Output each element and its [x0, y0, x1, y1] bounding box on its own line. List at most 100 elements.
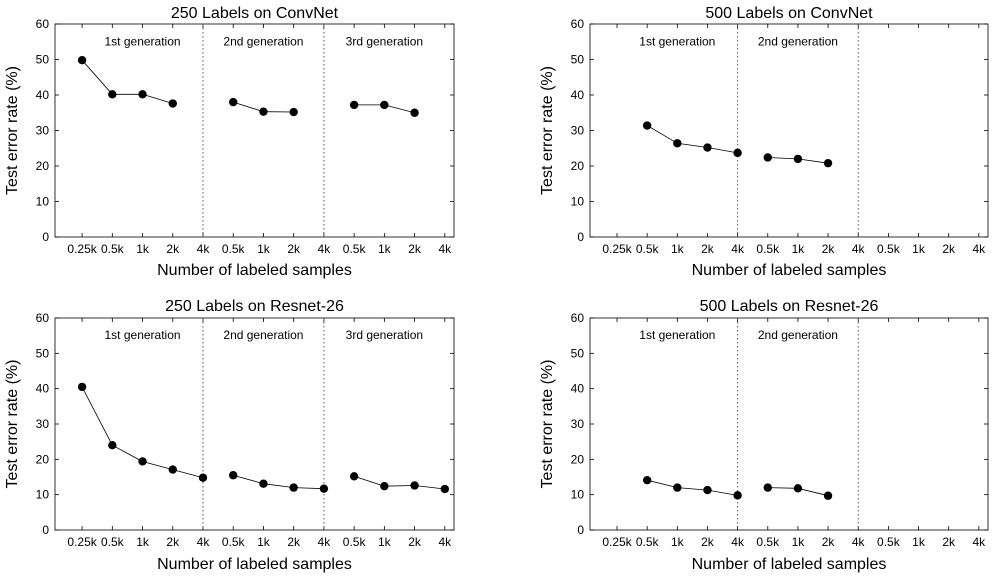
- data-point: [673, 483, 682, 492]
- x-tick-label: 0.5k: [756, 535, 780, 549]
- data-point: [259, 479, 268, 488]
- x-tick-label: 4k: [731, 242, 745, 256]
- y-tick-label: 0: [42, 523, 49, 537]
- generation-label: 1st generation: [639, 328, 715, 342]
- y-tick-label: 40: [36, 382, 50, 396]
- y-tick-label: 20: [571, 452, 585, 466]
- generation-label: 2nd generation: [223, 328, 303, 342]
- series-line: [647, 479, 738, 496]
- x-tick-label: 0.25k: [602, 242, 632, 256]
- x-tick-label: 2k: [822, 242, 836, 256]
- chart-panel-3: 500 Labels on Resnet-26 0 10 20 30 40 50 60 Test…: [539, 298, 989, 573]
- y-tick-label: 30: [36, 124, 50, 138]
- data-point: [229, 471, 238, 480]
- data-point: [823, 158, 833, 168]
- data-point: [138, 90, 147, 99]
- generation-label: 1st generation: [105, 34, 181, 48]
- x-tick-label: 1k: [257, 242, 271, 256]
- data-point: [703, 143, 712, 152]
- x-tick-label: 2k: [942, 535, 956, 549]
- series-line: [233, 474, 324, 490]
- y-axis-label: Test error rate (%): [4, 66, 21, 195]
- x-tick-label: 2k: [287, 242, 301, 256]
- generation-label: 2nd generation: [758, 328, 838, 342]
- data-point: [168, 465, 177, 474]
- x-tick-label: 0.5k: [222, 242, 246, 256]
- x-tick-label: 4k: [852, 535, 866, 549]
- chart-panel-0: 250 Labels on ConvNet 0 10 20 30 40 50 60 Test e…: [4, 5, 455, 279]
- plot-frame: [589, 23, 989, 238]
- generation-label: 3rd generation: [346, 328, 423, 342]
- plot-frame: [589, 317, 989, 531]
- x-tick-label: 2k: [408, 535, 422, 549]
- y-tick-label: 60: [571, 311, 585, 325]
- x-tick-label: 0.5k: [101, 242, 125, 256]
- y-tick-label: 10: [571, 488, 585, 502]
- data-point: [793, 154, 803, 164]
- x-tick-label: 4k: [197, 242, 211, 256]
- x-tick-label: 4k: [438, 535, 452, 549]
- x-tick-label: 2k: [701, 242, 715, 256]
- series-line: [353, 475, 445, 490]
- chart-panel-1: 500 Labels on ConvNet 0 10 20 30 40 50 60 Test e…: [539, 5, 989, 279]
- x-tick-label: 0.25k: [602, 535, 632, 549]
- y-tick-label: 40: [571, 382, 585, 396]
- x-tick-label: 1k: [792, 535, 806, 549]
- data-point: [380, 100, 389, 110]
- x-tick-label: 2k: [942, 242, 956, 256]
- y-tick-label: 20: [36, 159, 50, 173]
- y-tick-label: 20: [571, 159, 585, 173]
- data-point: [77, 382, 87, 392]
- plot-frame: [54, 317, 455, 531]
- data-point: [289, 107, 298, 117]
- x-tick-label: 2k: [822, 535, 836, 549]
- data-point: [319, 484, 329, 493]
- x-axis-label: Number of labeled samples: [157, 262, 352, 279]
- data-point: [380, 481, 389, 491]
- x-tick-label: 4k: [731, 535, 745, 549]
- x-tick-label: 2k: [287, 535, 301, 549]
- x-tick-label: 0.5k: [636, 242, 660, 256]
- data-point: [733, 491, 742, 500]
- y-axis-label: Test error rate (%): [539, 360, 556, 489]
- chart-title: 250 Labels on ConvNet: [171, 5, 339, 22]
- data-point: [289, 483, 298, 492]
- y-tick-label: 10: [36, 488, 50, 502]
- data-point: [703, 485, 712, 495]
- y-tick-label: 60: [36, 17, 50, 31]
- x-tick-label: 0.5k: [636, 535, 660, 549]
- x-tick-label: 4k: [197, 535, 211, 549]
- data-point: [108, 90, 117, 99]
- chart-title: 500 Labels on Resnet-26: [700, 298, 879, 315]
- x-tick-label: 1k: [136, 242, 150, 256]
- data-point: [793, 484, 803, 493]
- x-axis-label: Number of labeled samples: [692, 262, 887, 279]
- chart-panel-2: 250 Labels on Resnet-26 0 10 20 30 40 50 60 Test…: [4, 298, 455, 573]
- x-tick-label: 4k: [318, 242, 332, 256]
- x-axis-label: Number of labeled samples: [692, 556, 887, 573]
- y-axis-label: Test error rate (%): [4, 360, 21, 489]
- data-point: [108, 441, 117, 450]
- x-tick-label: 4k: [972, 242, 986, 256]
- x-tick-label: 0.5k: [343, 535, 367, 549]
- y-tick-label: 0: [577, 523, 584, 537]
- data-point: [349, 100, 359, 110]
- x-tick-label: 0.5k: [877, 535, 901, 549]
- x-tick-label: 0.5k: [343, 242, 367, 256]
- data-point: [198, 473, 208, 482]
- x-tick-label: 0.25k: [67, 242, 97, 256]
- y-tick-label: 40: [36, 88, 50, 102]
- x-tick-label: 1k: [257, 535, 271, 549]
- x-tick-label: 4k: [318, 535, 332, 549]
- data-point: [642, 475, 652, 485]
- y-tick-label: 50: [571, 346, 585, 360]
- data-point: [763, 483, 772, 492]
- x-tick-label: 2k: [701, 535, 715, 549]
- y-tick-label: 60: [571, 17, 585, 31]
- series-line: [81, 59, 173, 104]
- x-tick-label: 0.5k: [756, 242, 780, 256]
- x-tick-label: 0.5k: [877, 242, 901, 256]
- y-tick-label: 30: [36, 417, 50, 431]
